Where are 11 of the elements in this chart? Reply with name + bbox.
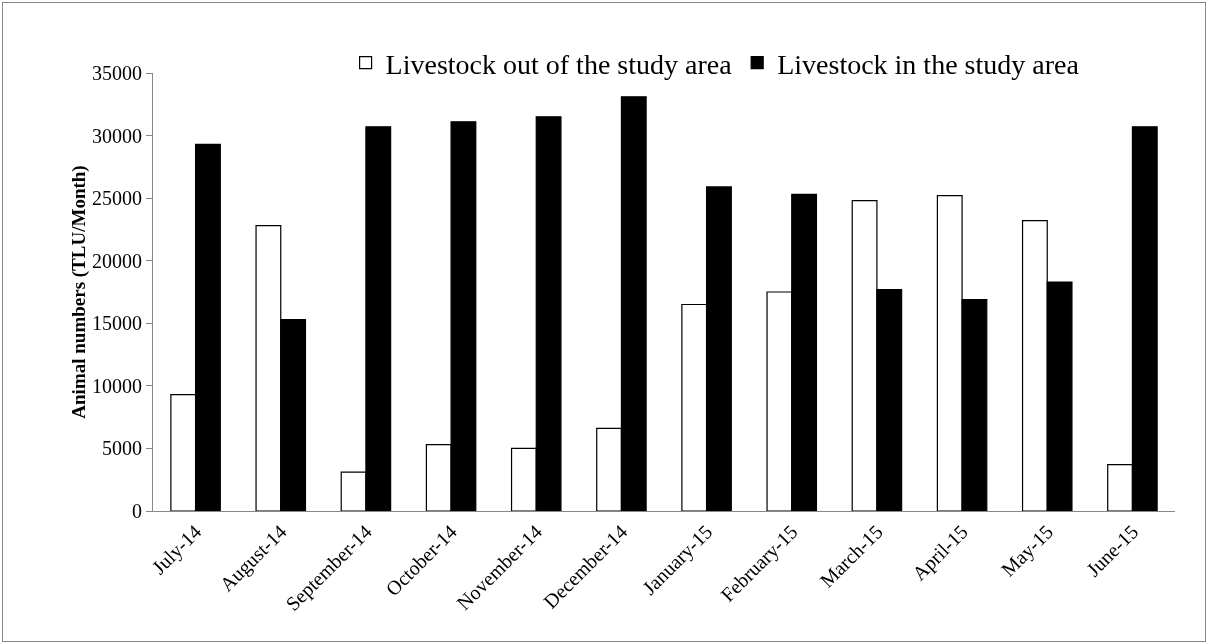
y-tick-label: 15000 — [92, 312, 142, 335]
y-tick-label: 5000 — [102, 437, 142, 460]
y-tick-label: 25000 — [92, 187, 142, 210]
y-tick-label: 30000 — [92, 124, 142, 147]
legend-label: Livestock out of the study area — [385, 48, 733, 80]
y-tick-label: 10000 — [92, 374, 142, 397]
y-tick-label: 35000 — [92, 62, 142, 84]
legend-label: Livestock in the study area — [777, 48, 1080, 80]
y-tick-label: 20000 — [92, 249, 142, 272]
y-tick-label: 0 — [132, 500, 142, 522]
y-axis-title: Animal numbers (TLU/Month) — [68, 165, 90, 419]
